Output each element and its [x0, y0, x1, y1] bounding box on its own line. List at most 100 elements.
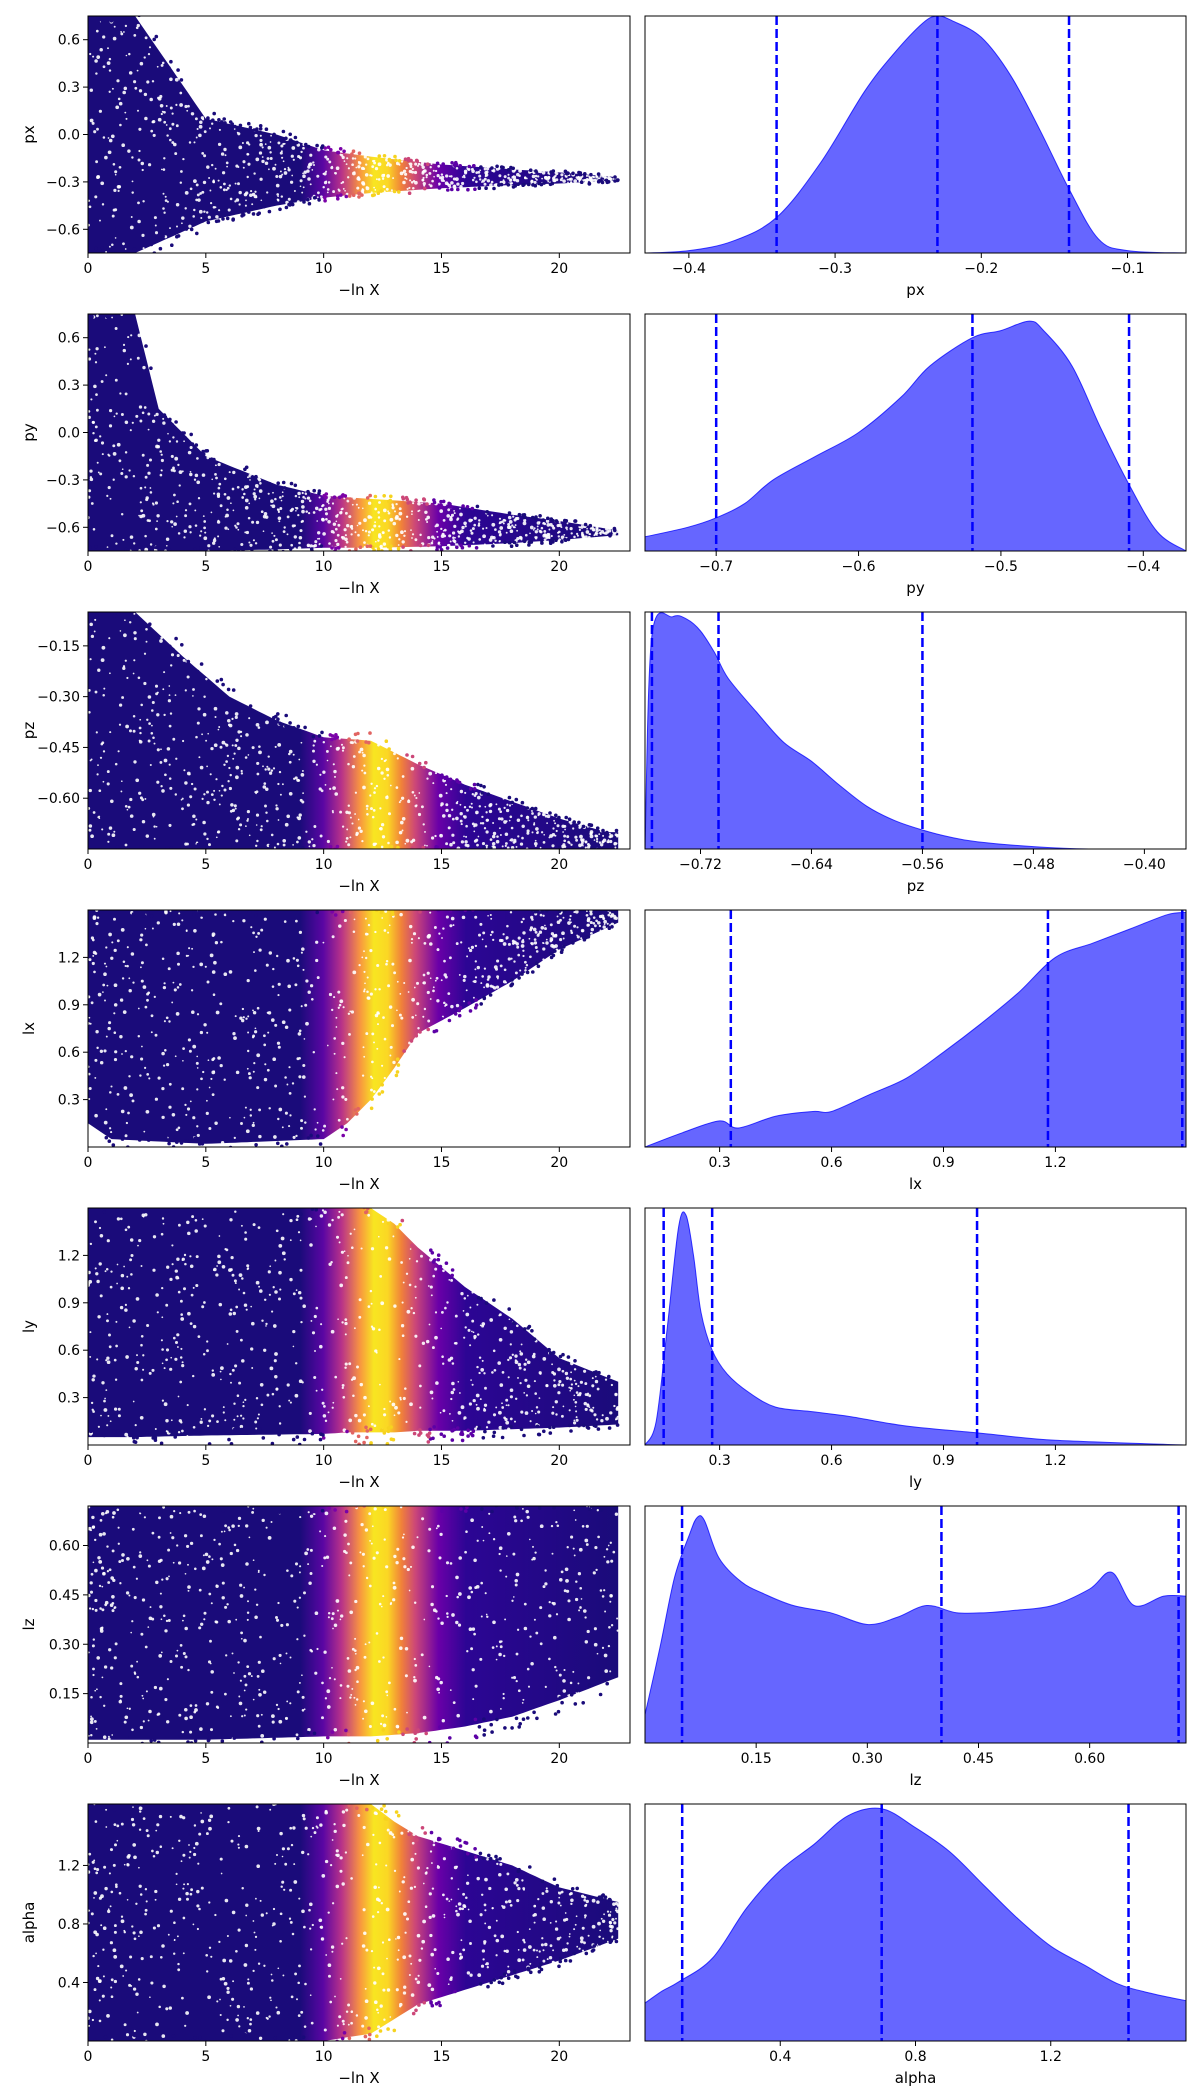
scatter-density-band	[88, 612, 619, 849]
density-xlabel: pz	[907, 877, 925, 895]
density-xlabel: px	[906, 281, 925, 299]
scatter-py-xtick-label: 15	[433, 559, 451, 575]
scatter-px-xtick-label: 20	[550, 261, 568, 277]
density-pz-xtick-label: −0.40	[1123, 857, 1166, 873]
scatter-py-ytick-label: 0.3	[58, 378, 80, 394]
scatter-xlabel: −ln X	[338, 579, 379, 597]
scatter-alpha-xtick-label: 0	[84, 2049, 93, 2065]
density-lz-xtick-label: 0.15	[741, 1751, 772, 1767]
axes-frame	[87, 1207, 631, 1446]
scatter-lx-ytick-label: 0.3	[58, 1093, 80, 1109]
density-lz-xtick-label: 0.60	[1074, 1751, 1105, 1767]
scatter-alpha-xtick-label: 5	[201, 2049, 210, 2065]
density-pz-xtick-label: −0.64	[790, 857, 833, 873]
scatter-speckles	[88, 910, 618, 1145]
density-px-xtick-label: −0.2	[964, 261, 998, 277]
scatter-py-xtick-label: 20	[550, 559, 568, 575]
density-py-xtick-label: −0.7	[699, 559, 733, 575]
axes-frame	[87, 611, 631, 850]
scatter-lx-ytick-label: 1.2	[58, 950, 80, 966]
axes-frame	[644, 1505, 1187, 1744]
density-xlabel: lx	[909, 1175, 922, 1193]
scatter-py-ytick-label: 0.0	[58, 426, 80, 442]
scatter-pz-xtick-label: 5	[201, 857, 210, 873]
scatter-pz-xtick-label: 20	[550, 857, 568, 873]
scatter-pz-ytick-label: −0.45	[37, 740, 80, 756]
scatter-panel-lx: 0 5 10 15 20 0.3 0.6 0.9 1.2 −ln X lx	[20, 909, 631, 1193]
scatter-lz-ytick-label: 0.30	[49, 1637, 80, 1653]
scatter-edge-points	[88, 314, 617, 551]
scatter-px-ytick-label: 0.3	[58, 80, 80, 96]
density-xlabel: lz	[909, 1771, 921, 1789]
scatter-lz-xtick-label: 5	[201, 1751, 210, 1767]
scatter-speckles	[88, 1209, 620, 1438]
density-area	[645, 1515, 1186, 1743]
axes-frame	[644, 313, 1187, 552]
density-panel-pz: −0.72 −0.64 −0.56 −0.48 −0.40 pz	[644, 611, 1187, 895]
scatter-alpha-ytick-label: 0.8	[58, 1917, 80, 1933]
scatter-speckles	[88, 1804, 620, 2041]
axes-frame	[644, 909, 1187, 1148]
scatter-speckles	[88, 314, 620, 551]
density-panel-ly: 0.3 0.6 0.9 1.2 ly	[644, 1207, 1187, 1491]
scatter-ly-xtick-label: 15	[433, 1453, 451, 1469]
scatter-panel-alpha: 0 5 10 15 20 0.4 0.8 1.2 −ln X alpha	[20, 1803, 631, 2087]
scatter-lx-xtick-label: 10	[315, 1155, 333, 1171]
scatter-alpha-xtick-label: 15	[433, 2049, 451, 2065]
scatter-pz-xtick-label: 0	[84, 857, 93, 873]
scatter-pz-xtick-label: 15	[433, 857, 451, 873]
density-alpha-xtick-label: 0.4	[769, 2049, 791, 2065]
density-px-xtick-label: −0.1	[1111, 261, 1145, 277]
scatter-ylabel: alpha	[20, 1902, 38, 1944]
density-panel-alpha: 0.4 0.8 1.2 alpha	[644, 1803, 1187, 2087]
scatter-py-xtick-label: 5	[201, 559, 210, 575]
scatter-lx-ytick-label: 0.6	[58, 1045, 80, 1061]
scatter-panel-lz: 0 5 10 15 20 0.15 0.30 0.45 0.60 −ln X lz	[20, 1505, 631, 1789]
scatter-edge-points	[89, 1208, 620, 1445]
scatter-edge-points	[94, 612, 619, 849]
scatter-panel-px: 0 5 10 15 20 −0.6 −0.3 0.0 0.3 0.6 −ln X px	[20, 15, 631, 299]
density-area	[645, 911, 1186, 1147]
scatter-ly-xtick-label: 20	[550, 1453, 568, 1469]
density-alpha-xtick-label: 0.8	[904, 2049, 926, 2065]
density-ly-xtick-label: 0.3	[708, 1453, 730, 1469]
scatter-xlabel: −ln X	[338, 1771, 379, 1789]
scatter-density-band	[88, 1208, 619, 1438]
density-lz-xtick-label: 0.30	[852, 1751, 883, 1767]
scatter-density-band	[88, 314, 619, 551]
scatter-py-ytick-label: 0.6	[58, 331, 80, 347]
scatter-density-band	[88, 16, 619, 253]
axes-frame	[644, 611, 1187, 850]
scatter-ylabel: py	[20, 423, 38, 442]
scatter-px-xtick-label: 0	[84, 261, 93, 277]
density-area	[645, 16, 1186, 253]
density-area	[645, 1807, 1186, 2041]
density-lx-xtick-label: 0.3	[708, 1155, 730, 1171]
scatter-density-band	[88, 1506, 619, 1740]
scatter-alpha-ytick-label: 1.2	[58, 1858, 80, 1874]
density-xlabel: py	[906, 579, 925, 597]
scatter-ly-ytick-label: 0.6	[58, 1343, 80, 1359]
scatter-panel-py: 0 5 10 15 20 −0.6 −0.3 0.0 0.3 0.6 −ln X py	[20, 313, 631, 597]
scatter-lz-ytick-label: 0.60	[49, 1539, 80, 1555]
scatter-pz-ytick-label: −0.30	[37, 690, 80, 706]
density-area	[645, 1211, 1186, 1445]
density-alpha-xtick-label: 1.2	[1040, 2049, 1062, 2065]
density-pz-xtick-label: −0.72	[679, 857, 722, 873]
scatter-px-ytick-label: −0.3	[46, 175, 80, 191]
scatter-ly-ytick-label: 0.3	[58, 1391, 80, 1407]
scatter-px-ytick-label: 0.6	[58, 33, 80, 49]
density-ly-xtick-label: 1.2	[1044, 1453, 1066, 1469]
scatter-px-ytick-label: −0.6	[46, 222, 80, 238]
scatter-px-xtick-label: 10	[315, 261, 333, 277]
scatter-px-xtick-label: 15	[433, 261, 451, 277]
scatter-alpha-ytick-label: 0.4	[58, 1975, 80, 1991]
scatter-py-xtick-label: 10	[315, 559, 333, 575]
density-ly-xtick-label: 0.9	[932, 1453, 954, 1469]
scatter-pz-xtick-label: 10	[315, 857, 333, 873]
density-px-xtick-label: −0.4	[672, 261, 706, 277]
scatter-lz-xtick-label: 20	[550, 1751, 568, 1767]
axes-frame	[644, 1207, 1187, 1446]
density-panel-lz: 0.15 0.30 0.45 0.60 lz	[644, 1505, 1187, 1789]
